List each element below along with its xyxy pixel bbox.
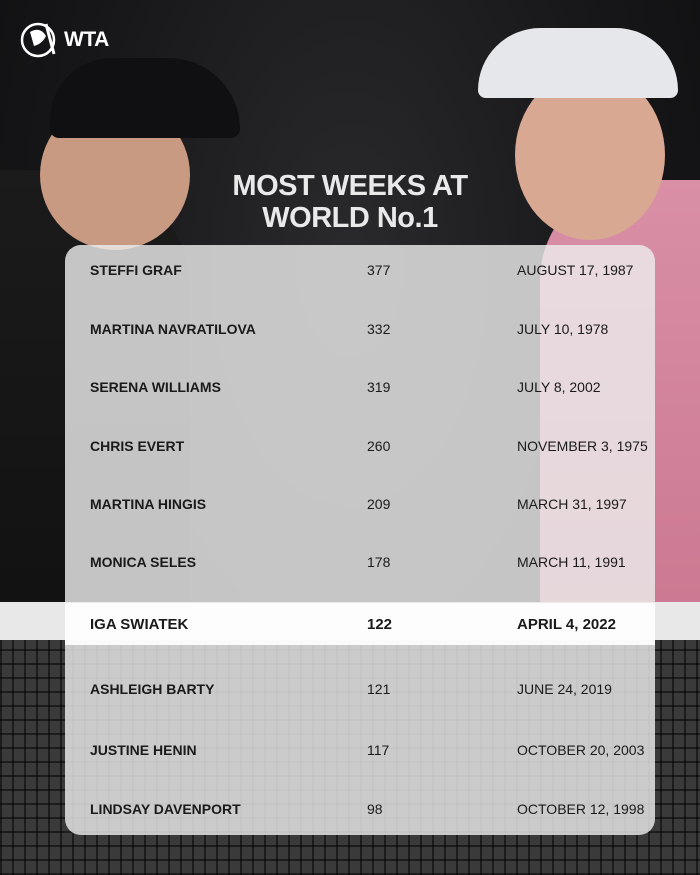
player-name: ASHLEIGH BARTY [90,681,215,697]
player-name: IGA SWIATEK [90,615,189,633]
weeks-count: 122 [367,615,393,633]
weeks-count: 178 [367,554,391,570]
first-date: JULY 8, 2002 [517,379,601,395]
table-row: MARTINA HINGIS 209 MARCH 31, 1997 [65,483,655,525]
weeks-count: 319 [367,379,391,395]
player-name: LINDSAY DAVENPORT [90,801,241,817]
background-photo-player-left-cap [50,58,240,138]
weeks-count: 332 [367,321,391,337]
title-line: MOST WEEKS AT [232,170,468,202]
logo-text: WTA [64,28,109,51]
first-date: JULY 10, 1978 [517,321,609,337]
title-line: WORLD No.1 [262,202,438,234]
table-row: ASHLEIGH BARTY 121 JUNE 24, 2019 [65,668,655,710]
weeks-count: 117 [367,742,390,758]
weeks-count: 260 [367,438,391,454]
player-name: JUSTINE HENIN [90,742,197,758]
first-date: MARCH 11, 1991 [517,554,626,570]
weeks-count: 377 [367,262,391,278]
first-date: OCTOBER 12, 1998 [517,801,645,817]
first-date: NOVEMBER 3, 1975 [517,438,648,454]
first-date: APRIL 4, 2022 [517,615,616,633]
table-row: STEFFI GRAF 377 AUGUST 17, 1987 [65,249,655,291]
player-name: STEFFI GRAF [90,262,182,278]
page-title: MOST WEEKS AT WORLD No.1 [0,170,700,234]
player-name: SERENA WILLIAMS [90,379,221,395]
table-row: MONICA SELES 178 MARCH 11, 1991 [65,541,655,583]
weeks-count: 209 [367,496,391,512]
player-name: MARTINA HINGIS [90,496,207,512]
table-row: CHRIS EVERT 260 NOVEMBER 3, 1975 [65,425,655,467]
table-row: SERENA WILLIAMS 319 JULY 8, 2002 [65,366,655,408]
player-name: CHRIS EVERT [90,438,185,454]
first-date: JUNE 24, 2019 [517,681,612,697]
background-photo-player-right-cap [478,28,678,98]
table-row: LINDSAY DAVENPORT 98 OCTOBER 12, 1998 [65,788,655,830]
weeks-count: 98 [367,801,383,817]
table-row: JUSTINE HENIN 117 OCTOBER 20, 2003 [65,729,655,771]
first-date: OCTOBER 20, 2003 [517,742,645,758]
player-name: MARTINA NAVRATILOVA [90,321,256,337]
player-name: MONICA SELES [90,554,197,570]
wta-player-icon [20,22,56,58]
first-date: MARCH 31, 1997 [517,496,627,512]
weeks-count: 121 [367,681,391,697]
first-date: AUGUST 17, 1987 [517,262,634,278]
background-photo-player-right-head [515,70,665,240]
wta-logo: WTA [20,20,109,60]
table-row: MARTINA NAVRATILOVA 332 JULY 10, 1978 [65,308,655,350]
table-row-highlighted: IGA SWIATEK 122 APRIL 4, 2022 [65,603,655,645]
rankings-table: STEFFI GRAF 377 AUGUST 17, 1987 MARTINA NAV… [65,245,655,835]
